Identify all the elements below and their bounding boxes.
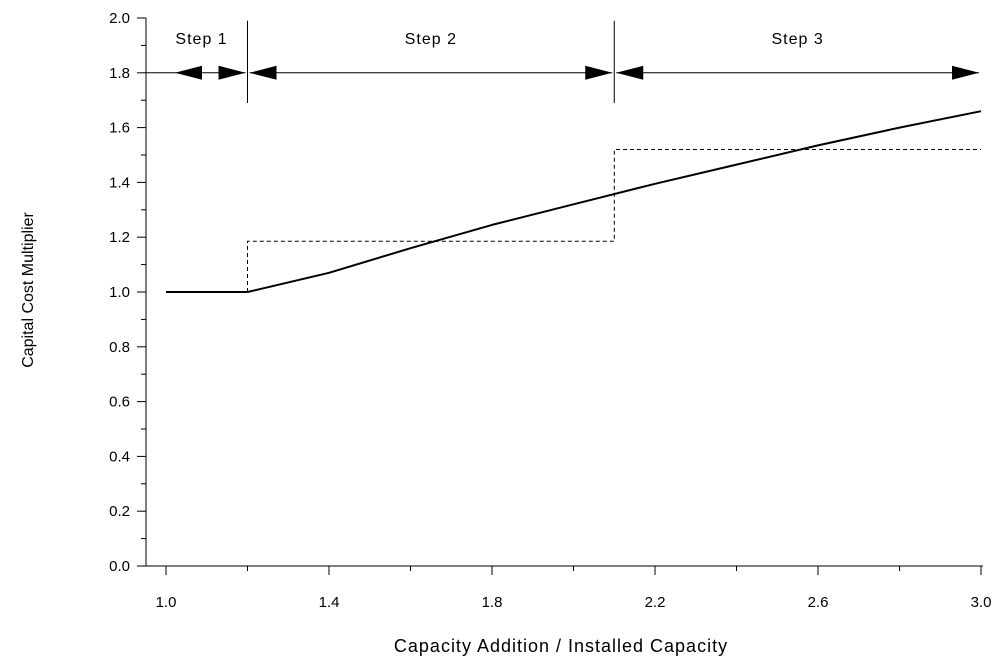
x-tick-label: 2.2 bbox=[645, 594, 666, 611]
y-tick-label: 0.0 bbox=[109, 558, 130, 575]
y-tick-label: 1.6 bbox=[109, 120, 130, 137]
y-tick-label: 0.2 bbox=[109, 503, 130, 520]
series-line-solid bbox=[166, 110, 982, 293]
x-tick-label: 2.6 bbox=[808, 594, 829, 611]
series-layer bbox=[166, 110, 982, 293]
y-tick-label: 1.2 bbox=[109, 229, 130, 246]
y-tick-label: 1.4 bbox=[109, 174, 130, 191]
y-tick-label: 0.6 bbox=[109, 394, 130, 411]
arrow-left-head bbox=[616, 65, 644, 80]
arrow-left-head bbox=[175, 65, 202, 80]
y-tick-label: 2.0 bbox=[109, 10, 130, 27]
x-tick-label: 1.0 bbox=[156, 594, 177, 611]
series-line-dashed bbox=[247, 149, 981, 292]
arrow-right-head bbox=[585, 65, 613, 80]
x-tick-label: 1.4 bbox=[319, 594, 340, 611]
y-tick-label: 0.4 bbox=[109, 448, 130, 465]
axes: 0.0 0.2 0.4 0.6 0.8 1.0 1.2 1.4 1.6 1.8 2.0 1.0 1.4 1… bbox=[109, 10, 991, 611]
y-tick-label: 1.8 bbox=[109, 65, 130, 82]
arrow-right-head bbox=[218, 65, 246, 80]
arrow-right-head bbox=[952, 65, 979, 80]
step-label: Step 3 bbox=[771, 31, 823, 48]
y-axis-title: Capital Cost Multiplier bbox=[20, 212, 37, 368]
y-tick-label: 0.8 bbox=[109, 339, 130, 356]
x-tick-label: 3.0 bbox=[971, 594, 992, 611]
step-annotations: Step 1 Step 2 Step 3 bbox=[145, 20, 979, 103]
step-label: Step 1 bbox=[175, 31, 227, 48]
step-label: Step 2 bbox=[405, 31, 457, 48]
x-axis-title: Capacity Addition / Installed Capacity bbox=[394, 636, 728, 656]
y-tick-label: 1.0 bbox=[109, 284, 130, 301]
x-tick-label: 1.8 bbox=[482, 594, 503, 611]
arrow-left-head bbox=[249, 65, 277, 80]
